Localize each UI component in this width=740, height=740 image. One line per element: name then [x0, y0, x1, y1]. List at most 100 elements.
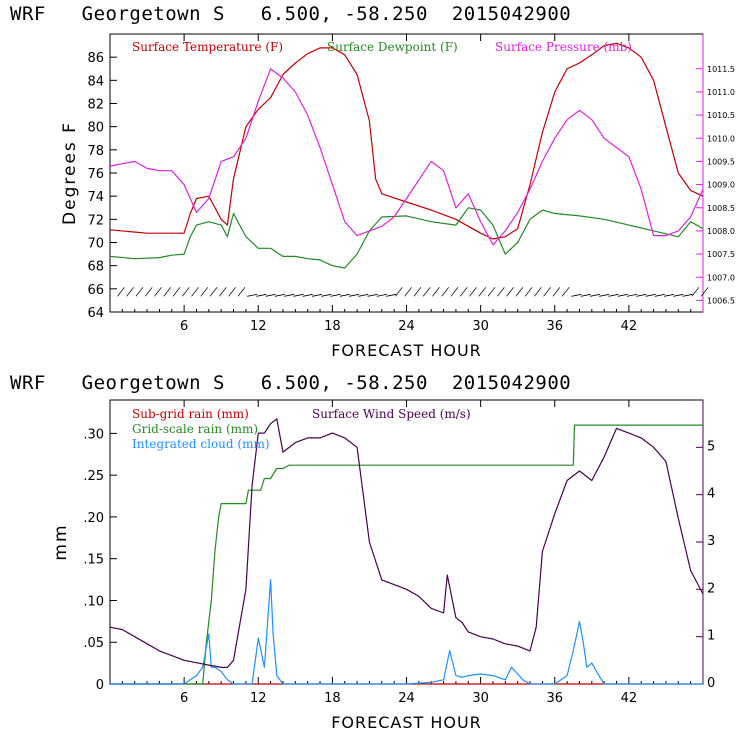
wind-barb — [404, 287, 412, 297]
wind-barb — [200, 287, 209, 297]
panel2-coords: 6.500, -58.250 — [260, 372, 428, 394]
y-axis-label: mm — [51, 523, 71, 560]
wind-barb — [645, 293, 656, 297]
wind-barb — [413, 287, 422, 297]
wind-barb — [348, 293, 360, 297]
wind-barb — [256, 293, 267, 297]
y-tick-label: .10 — [83, 594, 104, 609]
wind-barb — [181, 287, 190, 297]
wind-barb — [561, 287, 570, 297]
x-tick-label: 36 — [546, 319, 563, 334]
wind-barb — [664, 293, 675, 297]
y-right-tick-label: 4 — [707, 487, 715, 502]
wind-barb — [422, 287, 431, 297]
wind-barb — [571, 293, 582, 297]
x-axis-label: FORECAST HOUR — [331, 713, 482, 732]
wind-barb — [191, 287, 199, 297]
y-tick-label: 0 — [96, 678, 104, 693]
y-right-tick-label: 1008.5 — [707, 204, 735, 213]
x-tick-label: 24 — [398, 691, 415, 706]
wind-barb — [682, 293, 693, 297]
wind-barb — [700, 287, 709, 297]
wind-barb — [506, 287, 514, 297]
wind-barb — [599, 293, 610, 297]
wind-barb — [330, 293, 341, 297]
y-tick-label: 86 — [87, 51, 104, 66]
x-tick-label: 18 — [324, 691, 341, 706]
y-tick-label: 66 — [87, 283, 104, 298]
series-surface-temperature — [109, 42, 704, 240]
y-right-tick-label: 1010.0 — [707, 134, 735, 143]
y-tick-label: .15 — [83, 553, 104, 568]
y-tick-label: 64 — [87, 306, 104, 321]
legend-surface-pressure: Surface Pressure (mb) — [495, 40, 632, 54]
y-right-tick-label: 1011.5 — [707, 65, 735, 74]
wind-barb — [293, 293, 304, 297]
y-right-tick-label: 1009.0 — [707, 181, 735, 190]
series-integrated-cloud — [110, 578, 703, 685]
y-tick-label: 84 — [87, 74, 104, 89]
legend-integrated-cloud: Integrated cloud (mm) — [132, 437, 270, 451]
wind-barb — [219, 287, 227, 297]
wind-barb — [265, 293, 276, 297]
wind-barb — [617, 293, 628, 297]
wind-barb — [237, 287, 246, 297]
x-tick-label: 30 — [472, 691, 489, 706]
y-tick-label: 74 — [87, 190, 104, 205]
wind-barb — [626, 293, 638, 297]
panel1-site: Georgetown S — [81, 3, 225, 25]
wind-barb — [543, 287, 551, 297]
y-right-tick-label: 1011.0 — [707, 88, 735, 97]
y-right-tick-label: 1007.0 — [707, 273, 735, 282]
y-axis-label: Degrees F — [60, 121, 80, 225]
wind-barb — [608, 293, 619, 297]
y-tick-label: 70 — [87, 237, 104, 252]
y-tick-label: 80 — [87, 121, 104, 136]
wind-barb — [367, 293, 378, 297]
panel2-site: Georgetown S — [81, 372, 225, 394]
wind-barb — [228, 287, 236, 297]
y-right-tick-label: 1010.5 — [707, 111, 735, 120]
wind-barb — [209, 287, 218, 297]
wind-barb — [126, 287, 134, 297]
wind-barb — [432, 287, 440, 297]
legend-surface-wind-speed: Surface Wind Speed (m/s) — [312, 407, 471, 421]
y-tick-label: .20 — [83, 511, 104, 526]
wind-barb — [524, 287, 533, 297]
legend-grid-scale-rain: Grid-scale rain (mm) — [132, 422, 258, 436]
x-tick-label: 30 — [472, 319, 489, 334]
wind-barb — [478, 287, 487, 297]
wind-barb — [311, 293, 323, 297]
wind-barb — [117, 287, 125, 297]
wind-barb — [450, 287, 459, 297]
y-tick-label: 82 — [87, 98, 104, 113]
y-right-tick-label: 0 — [707, 676, 715, 691]
panel1-coords: 6.500, -58.250 — [260, 3, 428, 25]
x-tick-label: 24 — [398, 319, 415, 334]
wind-barb — [274, 293, 286, 297]
y-tick-label: .30 — [83, 427, 104, 442]
y-tick-label: .05 — [83, 636, 104, 651]
y-tick-label: 76 — [87, 167, 104, 182]
x-tick-label: 18 — [324, 319, 341, 334]
x-tick-label: 42 — [621, 691, 638, 706]
wind-barb — [534, 287, 542, 297]
wind-barb — [339, 293, 350, 297]
y-right-tick-label: 3 — [707, 534, 715, 549]
wind-barb — [376, 293, 387, 297]
x-tick-label: 12 — [250, 691, 267, 706]
x-tick-label: 12 — [250, 319, 267, 334]
wind-barb — [636, 293, 647, 297]
series-grid-scale-rain — [110, 424, 703, 685]
wind-barb — [302, 293, 313, 297]
wind-barb — [172, 287, 181, 297]
y-right-tick-label: 2 — [707, 581, 715, 596]
panel1-run: 2015042900 — [451, 3, 572, 25]
y-right-tick-label: 1 — [707, 629, 715, 644]
panel1-header: WRF Georgetown S 6.500, -58.250 20150429… — [10, 3, 571, 25]
wind-barb — [469, 287, 477, 297]
wind-barb — [321, 293, 332, 297]
wind-barb — [673, 293, 684, 297]
